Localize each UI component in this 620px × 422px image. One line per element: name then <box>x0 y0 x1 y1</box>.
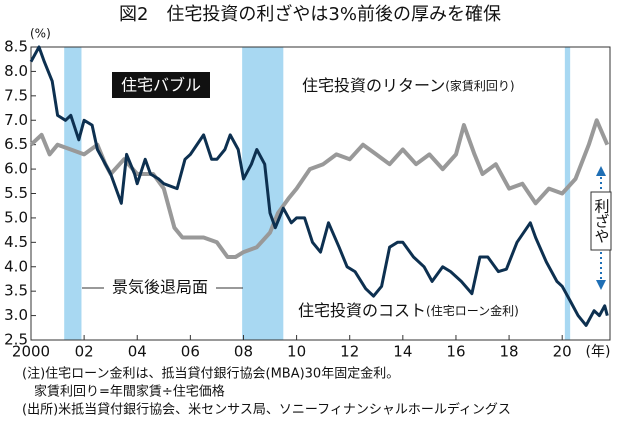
y-unit: (%) <box>30 27 51 41</box>
shading-label: 景気後退局面 <box>112 278 208 297</box>
y-tick-label: 8.0 <box>4 62 28 80</box>
margin-box <box>590 191 612 251</box>
y-tick-label: 5.0 <box>4 208 28 226</box>
x-tick-label: 08 <box>234 343 253 361</box>
x-tick-label: 04 <box>128 343 147 361</box>
series-subname: (住宅ローン金利) <box>426 303 519 318</box>
y-tick-label: 4.0 <box>4 257 28 275</box>
series-line <box>29 118 610 259</box>
chart-title: 図2 住宅投資の利ざやは3%前後の厚みを確保 <box>119 3 501 25</box>
series-subname: (家賃利回り) <box>445 78 514 93</box>
recession-band <box>64 47 82 340</box>
y-tick-label: 4.5 <box>4 233 28 251</box>
series-label: 住宅投資のコスト(住宅ローン金利) <box>298 301 519 320</box>
bubble-label: 住宅バブル <box>121 76 201 95</box>
note: (注)住宅ローン金利は、抵当貸付銀行協会(MBA)30年固定金利。 <box>22 366 399 382</box>
series-name: 住宅投資のコスト <box>298 301 426 320</box>
arrow-head <box>596 166 606 176</box>
x-unit: (年) <box>586 344 611 360</box>
y-tick-label: 6.0 <box>4 160 28 178</box>
y-tick-label: 2.5 <box>4 331 28 349</box>
x-tick-label: 12 <box>340 343 359 361</box>
x-tick-label: 10 <box>287 343 306 361</box>
y-tick-label: 7.5 <box>4 86 28 104</box>
x-tick-label: 02 <box>75 343 94 361</box>
y-tick-label: 3.5 <box>4 282 28 300</box>
x-tick-label: 18 <box>500 343 519 361</box>
series-line <box>29 45 609 327</box>
x-tick-label: 20 <box>553 343 572 361</box>
x-tick-label: 2000 <box>12 343 50 361</box>
series-label: 住宅投資のリターン(家賃利回り) <box>302 76 515 95</box>
arrow-head <box>596 280 606 290</box>
y-tick-label: 7.0 <box>4 111 28 129</box>
series-name: 住宅投資のリターン <box>302 76 445 95</box>
y-tick-label: 5.5 <box>4 184 28 202</box>
x-tick-label: 16 <box>446 343 465 361</box>
note: (出所)米抵当貸付銀行協会、米センサス局、ソニーフィナンシャルホールディングス <box>22 402 511 418</box>
x-tick-label: 14 <box>393 343 412 361</box>
recession-band <box>242 47 284 340</box>
y-tick-label: 6.5 <box>4 135 28 153</box>
y-tick-label: 3.0 <box>4 306 28 324</box>
bubble-box <box>112 72 210 98</box>
x-tick-label: 06 <box>181 343 200 361</box>
margin-label: 利ざや <box>593 199 611 244</box>
y-tick-label: 8.5 <box>4 38 28 56</box>
note: 家賃利回り=年間家賃÷住宅価格 <box>34 384 225 400</box>
recession-band <box>564 47 571 340</box>
